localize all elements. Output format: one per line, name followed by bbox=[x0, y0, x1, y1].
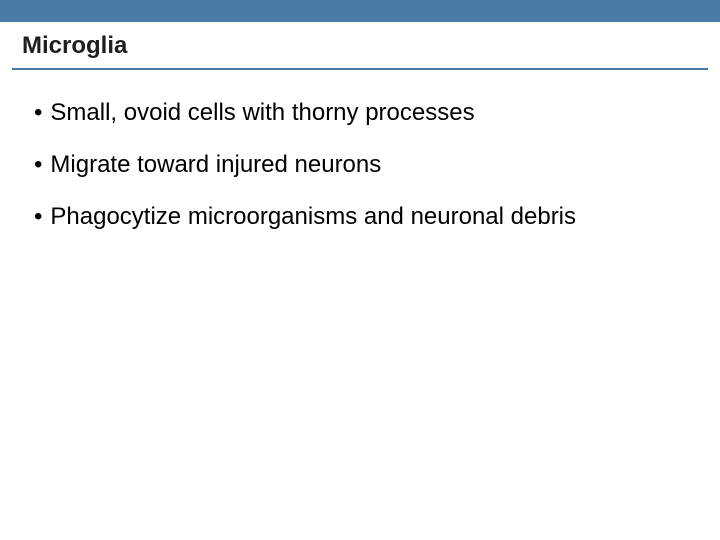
bullet-dot-icon: • bbox=[34, 98, 42, 128]
bullet-item: • Small, ovoid cells with thorny process… bbox=[34, 98, 686, 128]
slide-content: • Small, ovoid cells with thorny process… bbox=[0, 70, 720, 232]
bullet-text: Phagocytize microorganisms and neuronal … bbox=[50, 202, 686, 232]
header-bar bbox=[0, 0, 720, 22]
bullet-dot-icon: • bbox=[34, 150, 42, 180]
slide-title: Microglia bbox=[0, 22, 720, 68]
bullet-text: Migrate toward injured neurons bbox=[50, 150, 686, 180]
bullet-dot-icon: • bbox=[34, 202, 42, 232]
bullet-item: • Migrate toward injured neurons bbox=[34, 150, 686, 180]
bullet-text: Small, ovoid cells with thorny processes bbox=[50, 98, 686, 128]
bullet-item: • Phagocytize microorganisms and neurona… bbox=[34, 202, 686, 232]
